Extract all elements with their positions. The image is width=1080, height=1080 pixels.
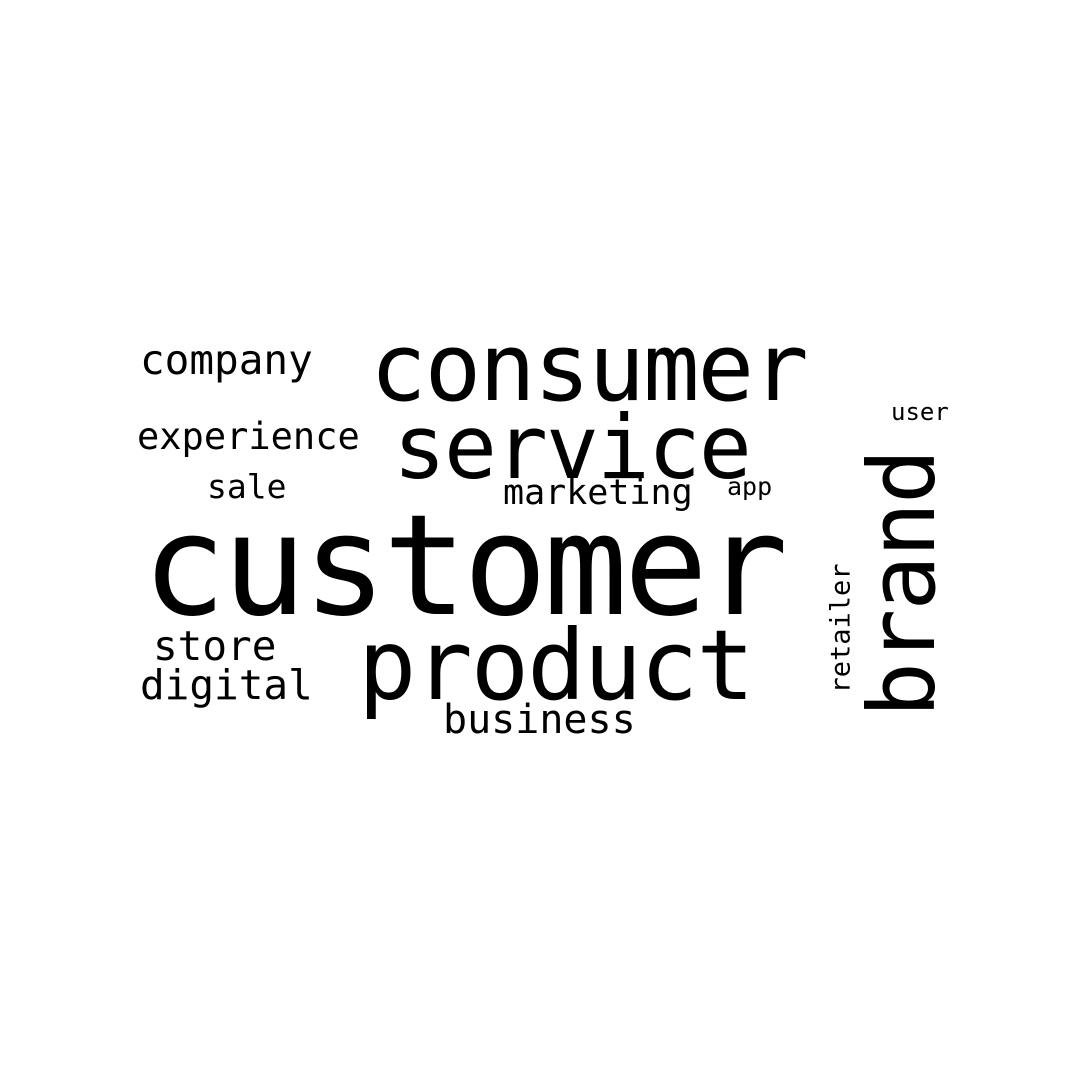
word-sale: sale <box>207 467 287 506</box>
word-customer: customer <box>142 485 788 648</box>
word-user: user <box>891 398 949 426</box>
word-marketing: marketing <box>503 473 693 513</box>
word-store: store <box>153 622 277 670</box>
word-service: service <box>393 396 752 499</box>
word-consumer: consumer <box>370 314 809 423</box>
word-company: company <box>140 336 313 384</box>
word-app: app <box>727 472 773 501</box>
word-product: product <box>358 609 755 722</box>
word-retailer: retailer <box>825 563 857 694</box>
word-business: business <box>443 697 636 743</box>
word-brand: brand <box>849 450 956 718</box>
word-experience: experience <box>137 415 360 458</box>
word-digital: digital <box>140 661 313 709</box>
